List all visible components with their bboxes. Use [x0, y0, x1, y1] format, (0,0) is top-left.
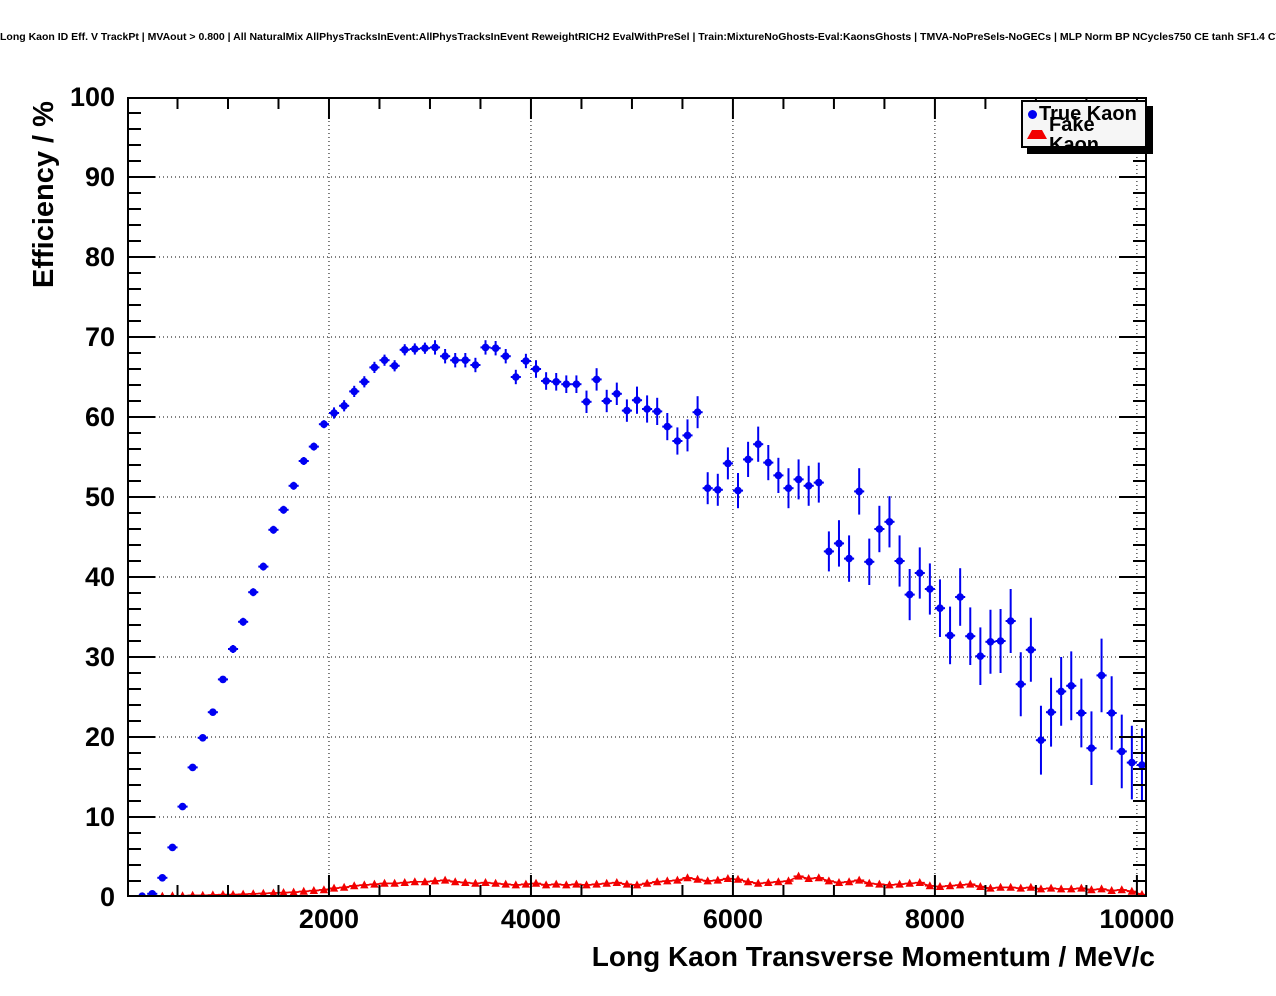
y-tick-label: 0: [99, 882, 115, 912]
legend-label: True Kaon: [1039, 103, 1137, 125]
x-tick-label: 4000: [500, 904, 561, 934]
page-title: Long Kaon ID Eff. V TrackPt | MVAout > 0…: [0, 31, 1276, 43]
plot-area: [127, 97, 1147, 897]
y-tick-label: 100: [69, 82, 115, 112]
x-tick-label: 6000: [702, 904, 763, 934]
legend: True Kaon Fake Kaon: [1021, 100, 1147, 155]
triangle-marker-icon: [1027, 130, 1047, 139]
y-tick-label: 90: [84, 162, 115, 192]
y-tick-label: 80: [84, 242, 115, 272]
legend-item-fake-kaon: Fake Kaon: [1027, 115, 1145, 155]
y-tick-label: 50: [84, 482, 115, 512]
y-tick-label: 60: [84, 402, 115, 432]
x-tick-label: 10000: [1099, 904, 1175, 934]
y-tick-label: 40: [84, 562, 115, 592]
y-tick-label: 30: [84, 642, 115, 672]
x-tick-label: 2000: [298, 904, 359, 934]
y-tick-label: 70: [84, 322, 115, 352]
circle-marker-icon: [1028, 109, 1037, 119]
x-tick-label: 8000: [904, 904, 965, 934]
legend-label: Fake Kaon: [1049, 113, 1099, 156]
x-axis-title: Long Kaon Transverse Momentum / MeV/c: [591, 941, 1155, 972]
legend-item-true-kaon: True Kaon: [1028, 104, 1145, 124]
y-tick-label: 20: [84, 722, 115, 752]
y-tick-label: 10: [84, 802, 115, 832]
